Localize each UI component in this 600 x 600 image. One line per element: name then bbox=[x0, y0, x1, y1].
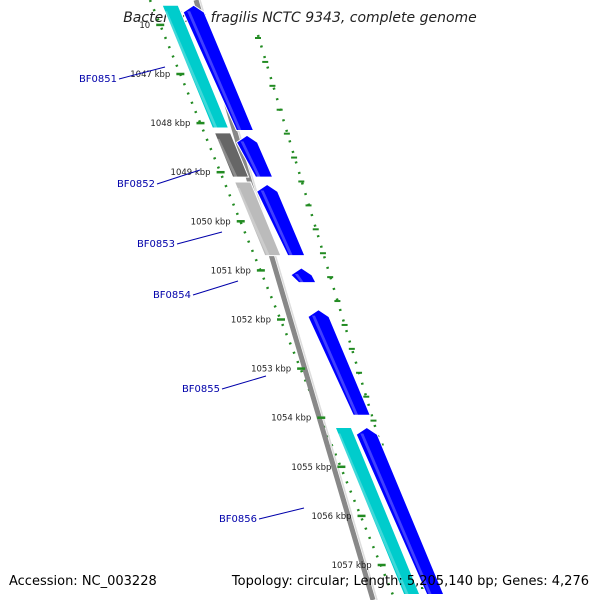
gene-leader-line bbox=[176, 231, 223, 245]
feature-shine bbox=[337, 433, 409, 595]
gene-label[interactable]: BF0856 bbox=[219, 514, 257, 525]
map-title: Bacteroides fragilis NCTC 9343, complete… bbox=[123, 10, 477, 26]
feature-shine bbox=[187, 11, 242, 131]
reverse-feature bbox=[161, 4, 230, 129]
reverse-feature bbox=[213, 132, 250, 178]
gene-label[interactable]: BF0854 bbox=[153, 290, 191, 301]
feature-shine bbox=[216, 138, 238, 178]
reverse-feature bbox=[334, 427, 421, 595]
ruler-tick-label: 10 bbox=[139, 21, 150, 31]
gene-label[interactable]: BF0851 bbox=[79, 74, 117, 85]
gene-leader-line bbox=[258, 507, 305, 520]
genome-summary: Topology: circular; Length: 5,205,140 bp… bbox=[231, 574, 589, 589]
gene-leader-line bbox=[192, 280, 239, 296]
gene-labels: BF0851 BF0852 BF0853 BF0854 BF0855 BF0856 bbox=[79, 66, 305, 525]
ruler-tick-label: 1053 kbp bbox=[251, 365, 291, 375]
accession-text: Accession: NC_003228 bbox=[9, 574, 157, 589]
gene-leader-line bbox=[118, 66, 166, 80]
forward-feature bbox=[307, 309, 372, 416]
ruler-tick-label: 1047 kbp bbox=[130, 70, 170, 80]
forward-feature bbox=[355, 426, 445, 595]
feature-shine bbox=[294, 273, 304, 283]
ruler-tick-label: 1055 kbp bbox=[291, 463, 331, 473]
ruler-tick-label: 1048 kbp bbox=[150, 119, 190, 129]
feature-shine bbox=[360, 433, 432, 595]
ruler-tick-label: 1052 kbp bbox=[231, 316, 271, 326]
ruler-tick-label: 1054 kbp bbox=[271, 414, 311, 424]
forward-feature bbox=[235, 134, 274, 178]
forward-feature bbox=[255, 183, 306, 257]
feature-shine bbox=[260, 190, 293, 256]
ruler-tick-label: 1057 kbp bbox=[332, 561, 372, 571]
feature-track bbox=[161, 4, 445, 595]
feature-shine bbox=[311, 315, 359, 416]
reverse-feature bbox=[233, 181, 282, 257]
gene-leader-line bbox=[156, 169, 201, 185]
ruler-tick-label: 1056 kbp bbox=[311, 512, 351, 522]
gene-leader-line bbox=[221, 375, 267, 390]
forward-feature bbox=[290, 267, 317, 284]
gene-label[interactable]: BF0852 bbox=[117, 179, 155, 190]
gene-label[interactable]: BF0853 bbox=[137, 239, 175, 250]
feature-shine bbox=[164, 11, 218, 129]
ruler-tick-label: 1051 kbp bbox=[211, 266, 251, 276]
gene-label[interactable]: BF0855 bbox=[182, 384, 220, 395]
ruler-tick-label: 1050 kbp bbox=[191, 217, 231, 227]
forward-feature bbox=[182, 4, 255, 131]
feature-shine bbox=[236, 188, 270, 256]
feature-shine bbox=[240, 141, 261, 178]
inner-dotted-guide bbox=[148, 0, 397, 600]
